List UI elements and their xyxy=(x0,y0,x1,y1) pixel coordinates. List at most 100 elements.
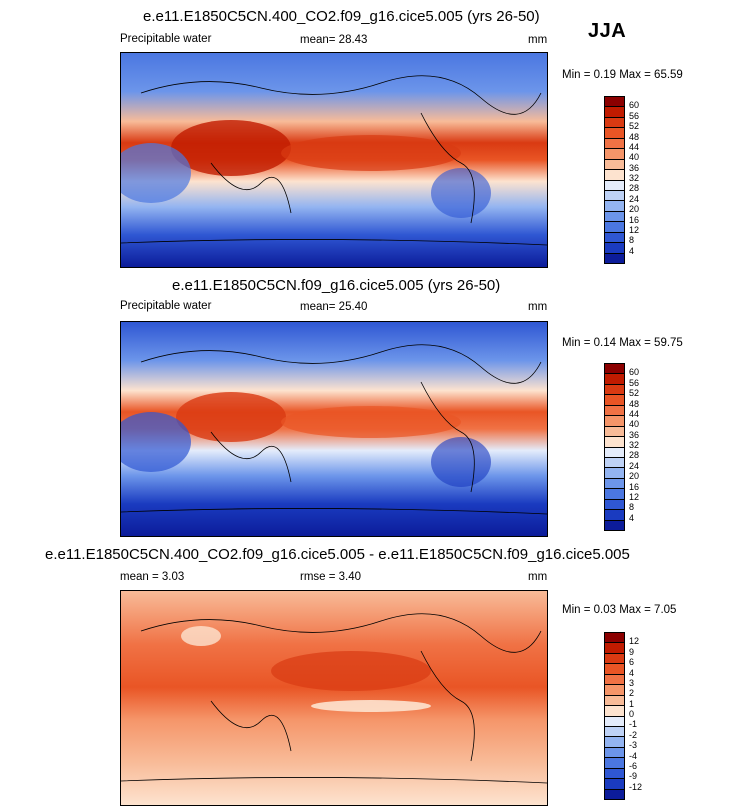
colorbar-tick-label: 4 xyxy=(629,512,635,523)
panel2-colorbar xyxy=(604,363,625,531)
panel3-units: mm xyxy=(528,571,548,583)
panel3-mean: mean = 3.03 xyxy=(120,571,185,583)
colorbar-tick-label: 48 xyxy=(629,398,640,409)
colorbar-tick-label: 8 xyxy=(629,235,635,246)
panel3-title: e.e11.E1850C5CN.400_CO2.f09_g16.cice5.00… xyxy=(45,546,630,563)
colorbar-cell xyxy=(605,653,624,665)
colorbar-cell xyxy=(605,190,624,202)
colorbar-cell xyxy=(605,180,624,191)
colorbar-tick-label: 52 xyxy=(629,121,640,132)
colorbar-cell xyxy=(605,405,624,417)
colorbar-cell xyxy=(605,253,624,263)
colorbar-cell xyxy=(605,664,624,675)
colorbar-tick-label: 56 xyxy=(629,377,640,388)
colorbar-tick-label: -12 xyxy=(629,781,643,792)
panel1-map-field xyxy=(121,53,547,267)
colorbar-tick-label: -1 xyxy=(629,719,638,730)
colorbar-cell xyxy=(605,695,624,707)
colorbar-cell xyxy=(605,716,624,727)
colorbar-tick-label: -9 xyxy=(629,771,638,782)
colorbar-cell xyxy=(605,643,624,654)
colorbar-tick-label: 60 xyxy=(629,367,640,378)
colorbar-tick-label: -4 xyxy=(629,750,638,761)
panel1-title: e.e11.E1850C5CN.400_CO2.f09_g16.cice5.00… xyxy=(143,8,540,25)
panel3-map xyxy=(120,590,548,806)
colorbar-cell xyxy=(605,426,624,438)
colorbar-tick-label: 4 xyxy=(629,667,635,678)
colorbar-cell xyxy=(605,685,624,696)
colorbar-cell xyxy=(605,468,624,479)
colorbar-cell xyxy=(605,768,624,780)
colorbar-tick-label: 20 xyxy=(629,204,640,215)
panel1-mean: mean= 28.43 xyxy=(300,34,368,46)
colorbar-tick-label: 40 xyxy=(629,419,640,430)
colorbar-cell xyxy=(605,364,624,375)
colorbar-tick-label: 8 xyxy=(629,502,635,513)
colorbar-tick-label: 9 xyxy=(629,646,635,657)
panel2-map xyxy=(120,321,548,537)
panel1-minmax: Min = 0.19 Max = 65.59 xyxy=(562,69,683,81)
colorbar-cell xyxy=(605,478,624,490)
colorbar-tick-label: 32 xyxy=(629,173,640,183)
colorbar-tick-label: 32 xyxy=(629,440,640,450)
colorbar-cell xyxy=(605,232,624,244)
panel3-minmax: Min = 0.03 Max = 7.05 xyxy=(562,604,677,616)
colorbar-cell xyxy=(605,170,624,181)
colorbar-cell xyxy=(605,395,624,406)
colorbar-tick-label: 60 xyxy=(629,100,640,111)
colorbar-cell xyxy=(605,149,624,160)
colorbar-cell xyxy=(605,737,624,748)
colorbar-tick-label: 52 xyxy=(629,388,640,399)
colorbar-tick-label: 24 xyxy=(629,193,640,204)
colorbar-tick-label: 12 xyxy=(629,491,640,502)
colorbar-tick-label: -3 xyxy=(629,740,638,751)
colorbar-cell xyxy=(605,447,624,458)
colorbar-tick-label: -6 xyxy=(629,760,638,771)
colorbar-cell xyxy=(605,489,624,500)
colorbar-tick-label: 44 xyxy=(629,141,640,152)
colorbar-cell xyxy=(605,779,624,790)
colorbar-tick-label: 4 xyxy=(629,245,635,256)
season-label: JJA xyxy=(588,20,627,42)
colorbar-cell xyxy=(605,747,624,759)
colorbar-cell xyxy=(605,222,624,233)
panel2-minmax: Min = 0.14 Max = 59.75 xyxy=(562,337,683,349)
colorbar-cell xyxy=(605,159,624,171)
colorbar-cell xyxy=(605,117,624,129)
colorbar-cell xyxy=(605,243,624,254)
colorbar-cell xyxy=(605,758,624,769)
panel3-map-field xyxy=(121,591,547,805)
colorbar-tick-label: 3 xyxy=(629,677,635,688)
colorbar-cell xyxy=(605,674,624,686)
colorbar-cell xyxy=(605,416,624,427)
panel1-variable: Precipitable water xyxy=(120,33,212,45)
colorbar-tick-label: 12 xyxy=(629,636,640,647)
colorbar-cell xyxy=(605,457,624,469)
colorbar-cell xyxy=(605,499,624,511)
panel3-colorbar xyxy=(604,632,625,800)
colorbar-cell xyxy=(605,107,624,118)
colorbar-tick-label: 16 xyxy=(629,481,640,492)
panel2-mean: mean= 25.40 xyxy=(300,301,368,313)
panel1-units: mm xyxy=(528,34,548,46)
colorbar-cell xyxy=(605,726,624,738)
colorbar-tick-label: 12 xyxy=(629,224,640,235)
colorbar-tick-label: -2 xyxy=(629,729,638,740)
colorbar-cell xyxy=(605,510,624,521)
colorbar-tick-label: 28 xyxy=(629,450,640,461)
colorbar-cell xyxy=(605,633,624,644)
colorbar-cell xyxy=(605,201,624,212)
panel3-rmse: rmse = 3.40 xyxy=(300,571,362,583)
colorbar-tick-label: 24 xyxy=(629,460,640,471)
colorbar-tick-label: 2 xyxy=(629,688,635,699)
colorbar-cell xyxy=(605,211,624,223)
colorbar-cell xyxy=(605,520,624,530)
panel1-map xyxy=(120,52,548,268)
colorbar-tick-label: 56 xyxy=(629,110,640,121)
panel1-colorbar xyxy=(604,96,625,264)
colorbar-tick-label: 28 xyxy=(629,183,640,194)
colorbar-cell xyxy=(605,374,624,385)
colorbar-tick-label: 36 xyxy=(629,162,640,173)
colorbar-tick-label: 16 xyxy=(629,214,640,225)
colorbar-cell xyxy=(605,138,624,150)
